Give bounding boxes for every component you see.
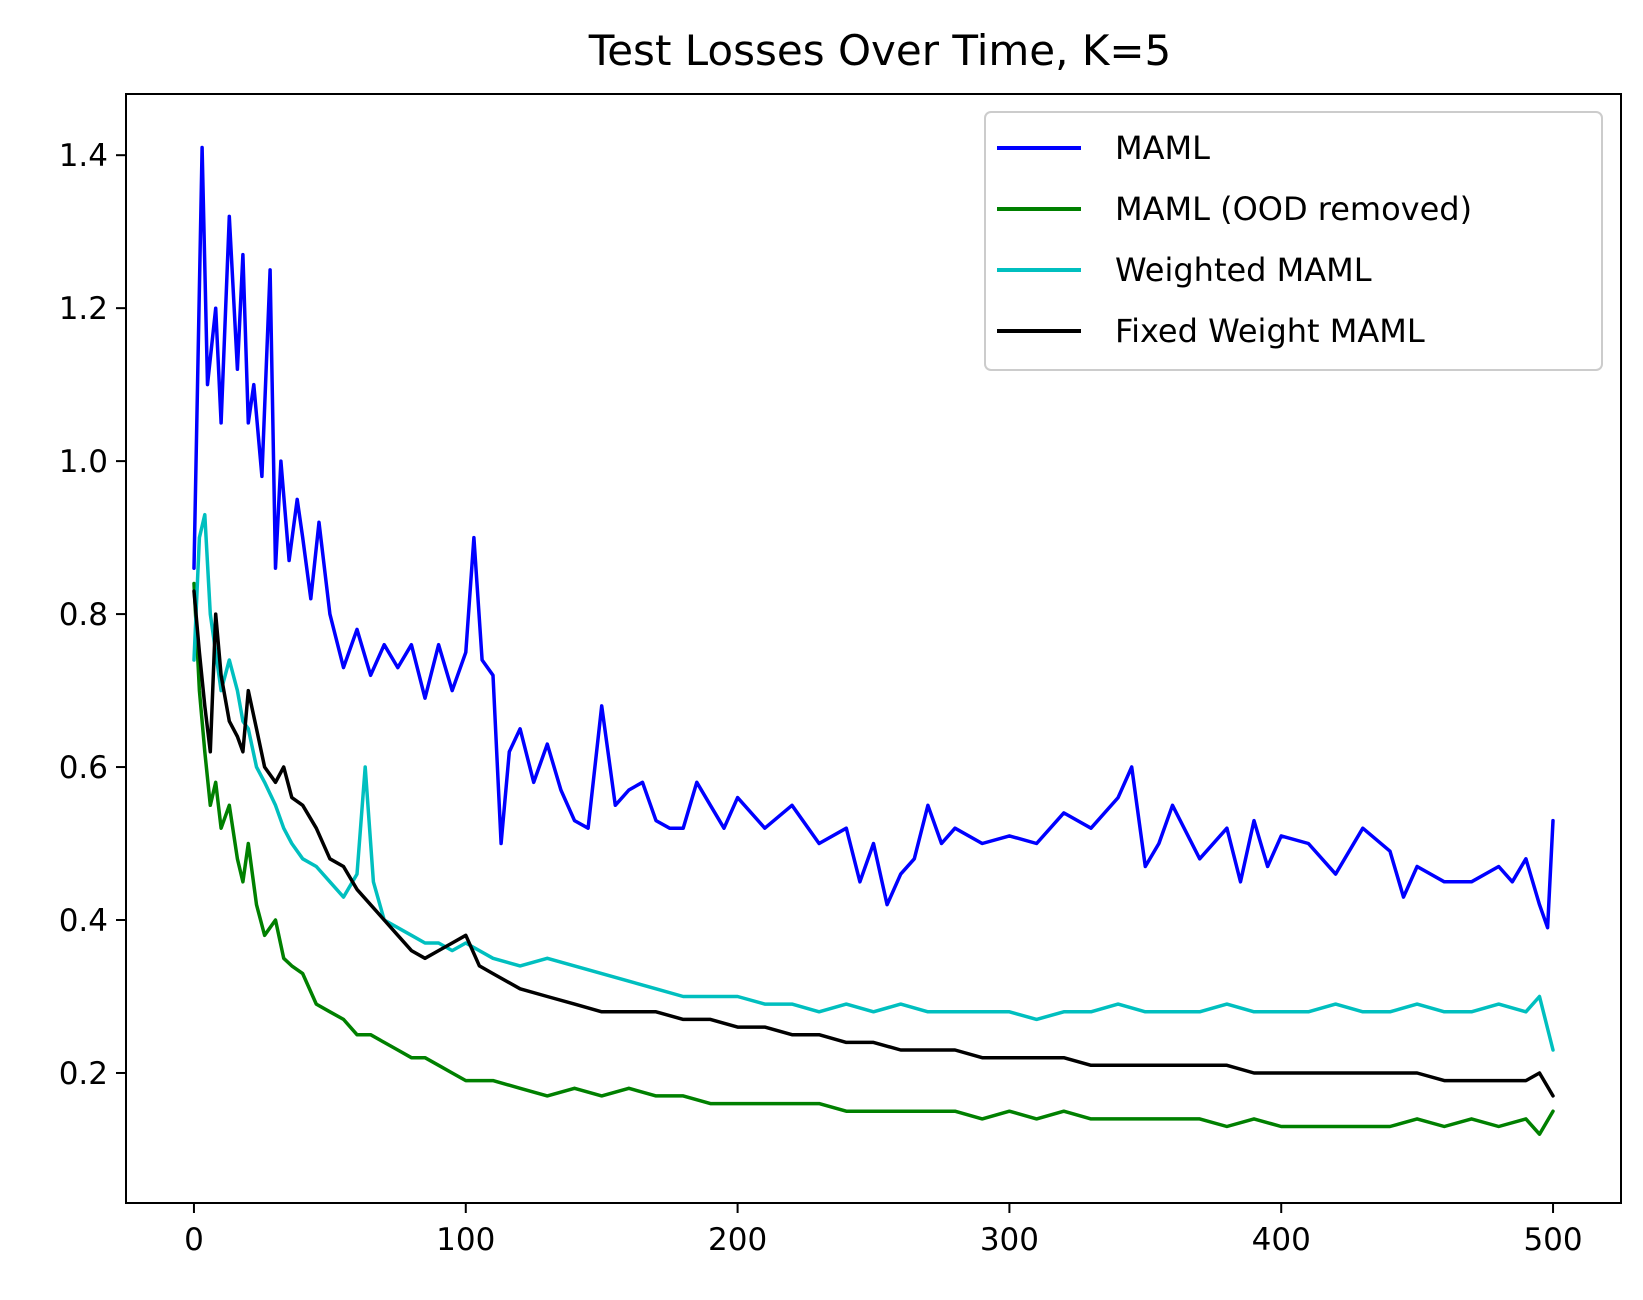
series-line-3 — [192, 589, 1555, 1098]
y-tick-label: 1.2 — [59, 291, 108, 327]
y-tick-label: 0.6 — [59, 750, 108, 786]
legend: MAML MAML (OOD removed) Weighted MAML Fixed… — [984, 111, 1603, 371]
legend-box — [984, 111, 1603, 371]
y-tick-label: 1.0 — [59, 444, 108, 480]
x-tick-label: 100 — [436, 1222, 495, 1258]
x-tick-label: 500 — [1523, 1222, 1582, 1258]
series-line-0 — [192, 145, 1555, 930]
legend-label-3: Fixed Weight MAML — [1115, 312, 1425, 350]
x-tick-label: 300 — [980, 1222, 1039, 1258]
x-tick-label: 0 — [184, 1222, 204, 1258]
y-axis: 0.2 0.4 0.6 0.8 1.0 1.2 1.4 — [59, 138, 126, 1092]
x-tick-label: 200 — [708, 1222, 767, 1258]
series-layer — [192, 145, 1555, 1136]
x-axis: 0 100 200 300 400 500 — [184, 1203, 1583, 1258]
y-tick-label: 0.4 — [59, 903, 108, 939]
legend-label-0: MAML — [1115, 129, 1210, 167]
y-tick-label: 0.8 — [59, 597, 108, 633]
plot-frame — [125, 93, 1622, 1204]
x-tick-label: 400 — [1252, 1222, 1311, 1258]
chart-title: Test Losses Over Time, K=5 — [588, 26, 1172, 75]
y-tick-label: 1.4 — [59, 138, 108, 174]
y-tick-label: 0.2 — [59, 1056, 108, 1092]
legend-label-1: MAML (OOD removed) — [1115, 190, 1472, 228]
series-line-2 — [192, 512, 1555, 1052]
series-line-1 — [192, 581, 1555, 1136]
legend-label-2: Weighted MAML — [1115, 251, 1372, 289]
